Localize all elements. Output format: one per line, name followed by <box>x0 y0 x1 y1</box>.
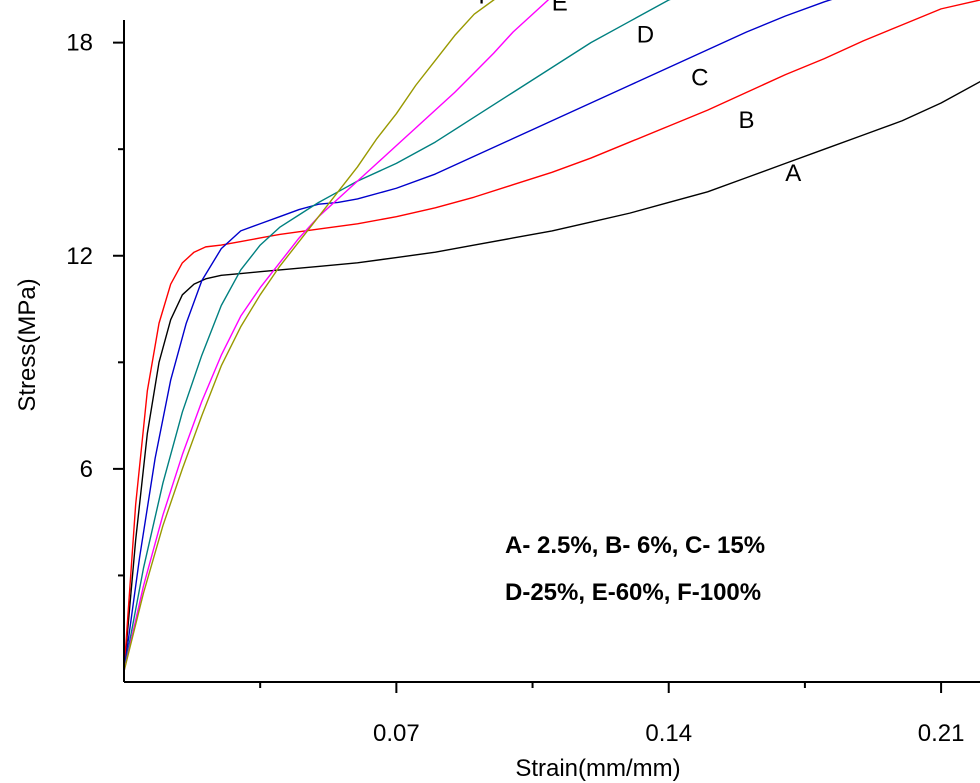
x-tick-label: 0.07 <box>373 720 420 747</box>
y-axis-label: Stress(MPa) <box>14 278 41 411</box>
series-label-a: A <box>785 160 801 187</box>
legend-text-line-2: D-25%, E-60%, F-100% <box>505 579 761 606</box>
series-label-d: D <box>637 22 654 49</box>
series-label-layer: A B C D E F <box>479 0 802 187</box>
y-tick-label: 18 <box>66 30 93 57</box>
series-layer <box>124 0 980 673</box>
series-line-c <box>124 0 833 673</box>
y-tick-label: 6 <box>80 456 93 483</box>
x-tick-label: 0.14 <box>645 720 692 747</box>
ticks-layer: 0.07 0.14 0.21 6 12 18 <box>66 30 964 747</box>
series-label-f: F <box>479 0 494 10</box>
series-line-e <box>124 0 550 673</box>
series-line-b <box>124 0 980 673</box>
legend-text-line-1: A- 2.5%, B- 6%, C- 15% <box>505 532 765 559</box>
series-label-b: B <box>739 107 755 134</box>
x-tick-label: 0.21 <box>918 720 965 747</box>
series-line-f <box>124 0 495 673</box>
y-tick-label: 12 <box>66 243 93 270</box>
series-line-d <box>124 0 671 673</box>
series-line-a <box>124 80 980 673</box>
x-axis-label: Strain(mm/mm) <box>515 755 680 782</box>
series-label-e: E <box>552 0 568 17</box>
series-label-c: C <box>691 64 708 91</box>
